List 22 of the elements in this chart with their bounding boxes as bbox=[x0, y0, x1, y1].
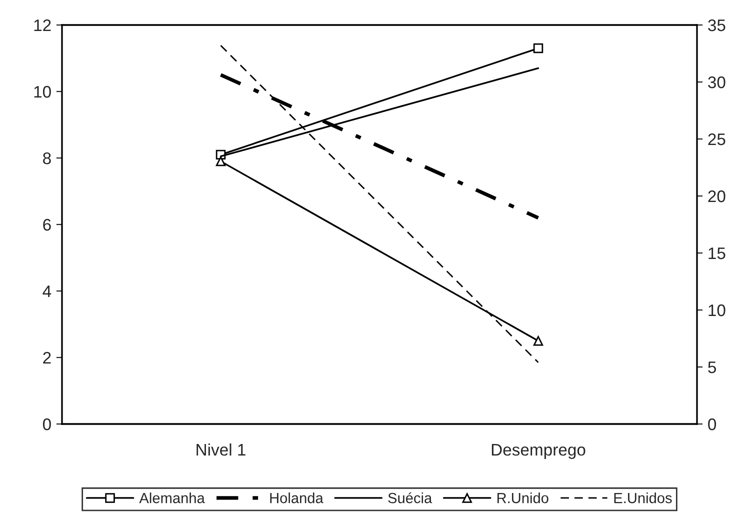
y2-tick-label: 35 bbox=[708, 19, 726, 32]
y2-tick-label: 5 bbox=[708, 362, 716, 374]
y2-tick-label: 20 bbox=[708, 190, 726, 202]
x-tick-label: Desemprego bbox=[492, 444, 586, 459]
y2-tick-label: 25 bbox=[708, 133, 726, 146]
y2-tick-label: 15 bbox=[708, 248, 726, 260]
y-tick-label: 12 bbox=[34, 19, 51, 32]
y-tick-label: 6 bbox=[43, 218, 51, 231]
y-tick-label: 0 bbox=[42, 418, 51, 430]
legend-label: Suécia bbox=[388, 492, 432, 504]
y2-tick-label: 10 bbox=[708, 304, 726, 316]
legend-label: R.Unido bbox=[497, 492, 548, 504]
legend-label: Holanda bbox=[270, 492, 324, 504]
y2-tick-label: 0 bbox=[708, 418, 716, 430]
y-tick-label: 2 bbox=[43, 352, 51, 364]
x-tick-label: Nivel 1 bbox=[196, 443, 246, 456]
legend-label: E.Unidos bbox=[614, 492, 672, 504]
y-tick-label: 4 bbox=[42, 286, 52, 298]
y-tick-label: 10 bbox=[34, 86, 51, 98]
y-tick-label: 8 bbox=[43, 152, 51, 164]
y2-tick-label: 30 bbox=[708, 76, 726, 88]
legend-label: Alemanha bbox=[139, 492, 205, 504]
